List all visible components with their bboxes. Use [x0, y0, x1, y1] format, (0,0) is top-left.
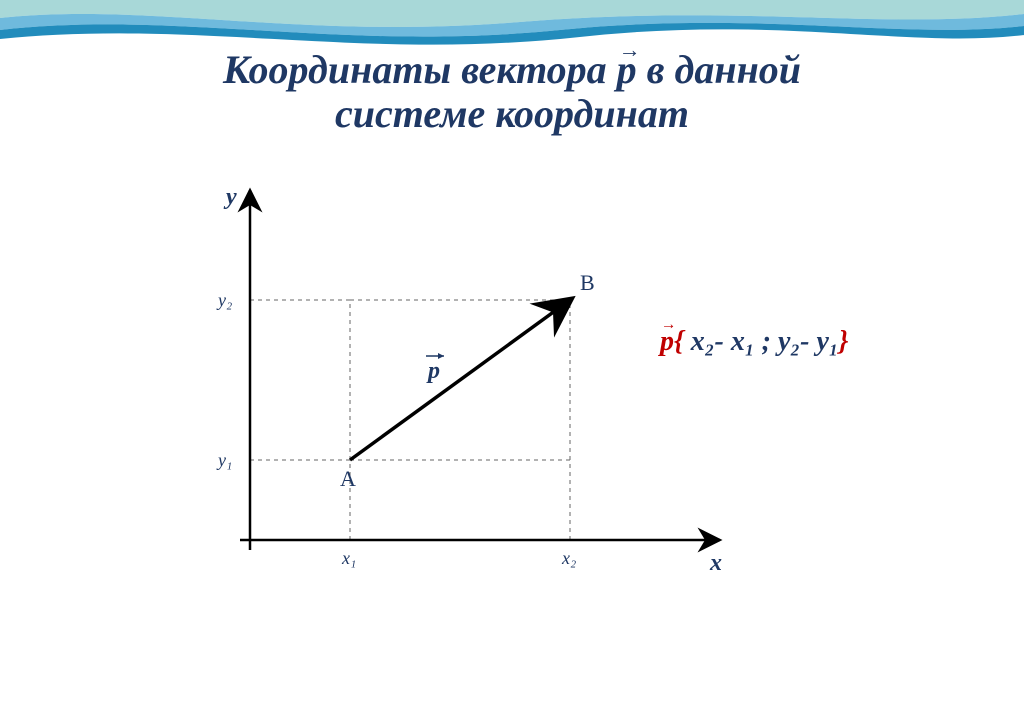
formula-y2: y₂: [778, 326, 800, 357]
vector-label: p: [426, 353, 444, 384]
formula-x1: x₁: [731, 326, 755, 357]
vector-diagram: y x x₁ x₂ y₁ y₂ A B p: [170, 180, 730, 580]
formula-y1: y₁: [816, 326, 838, 357]
x1-label: x₁: [341, 548, 356, 568]
point-a-label: A: [340, 466, 356, 491]
y-axis-label: y: [223, 184, 237, 210]
point-b-label: B: [580, 270, 595, 295]
formula-close: }: [839, 326, 849, 357]
formula-sep: ;: [755, 326, 778, 357]
formula-x2: x₂: [691, 326, 715, 357]
title-line2: системе координат: [0, 92, 1024, 136]
formula-minus2: -: [800, 326, 816, 357]
page-title: Координаты вектора →p в данной системе к…: [0, 48, 1024, 136]
title-part1: Координаты вектора: [223, 47, 617, 92]
vector-p: [350, 300, 570, 460]
title-part2: в данной: [637, 47, 801, 92]
formula-minus1: -: [715, 326, 731, 357]
y2-label: y₂: [216, 290, 232, 310]
svg-text:p: p: [426, 358, 440, 384]
vector-formula: → p { x₂- x₁ ; y₂- y₁}: [660, 326, 848, 358]
x-axis-label: x: [709, 550, 722, 576]
x2-label: x₂: [561, 548, 576, 568]
y1-label: y₁: [216, 450, 232, 470]
